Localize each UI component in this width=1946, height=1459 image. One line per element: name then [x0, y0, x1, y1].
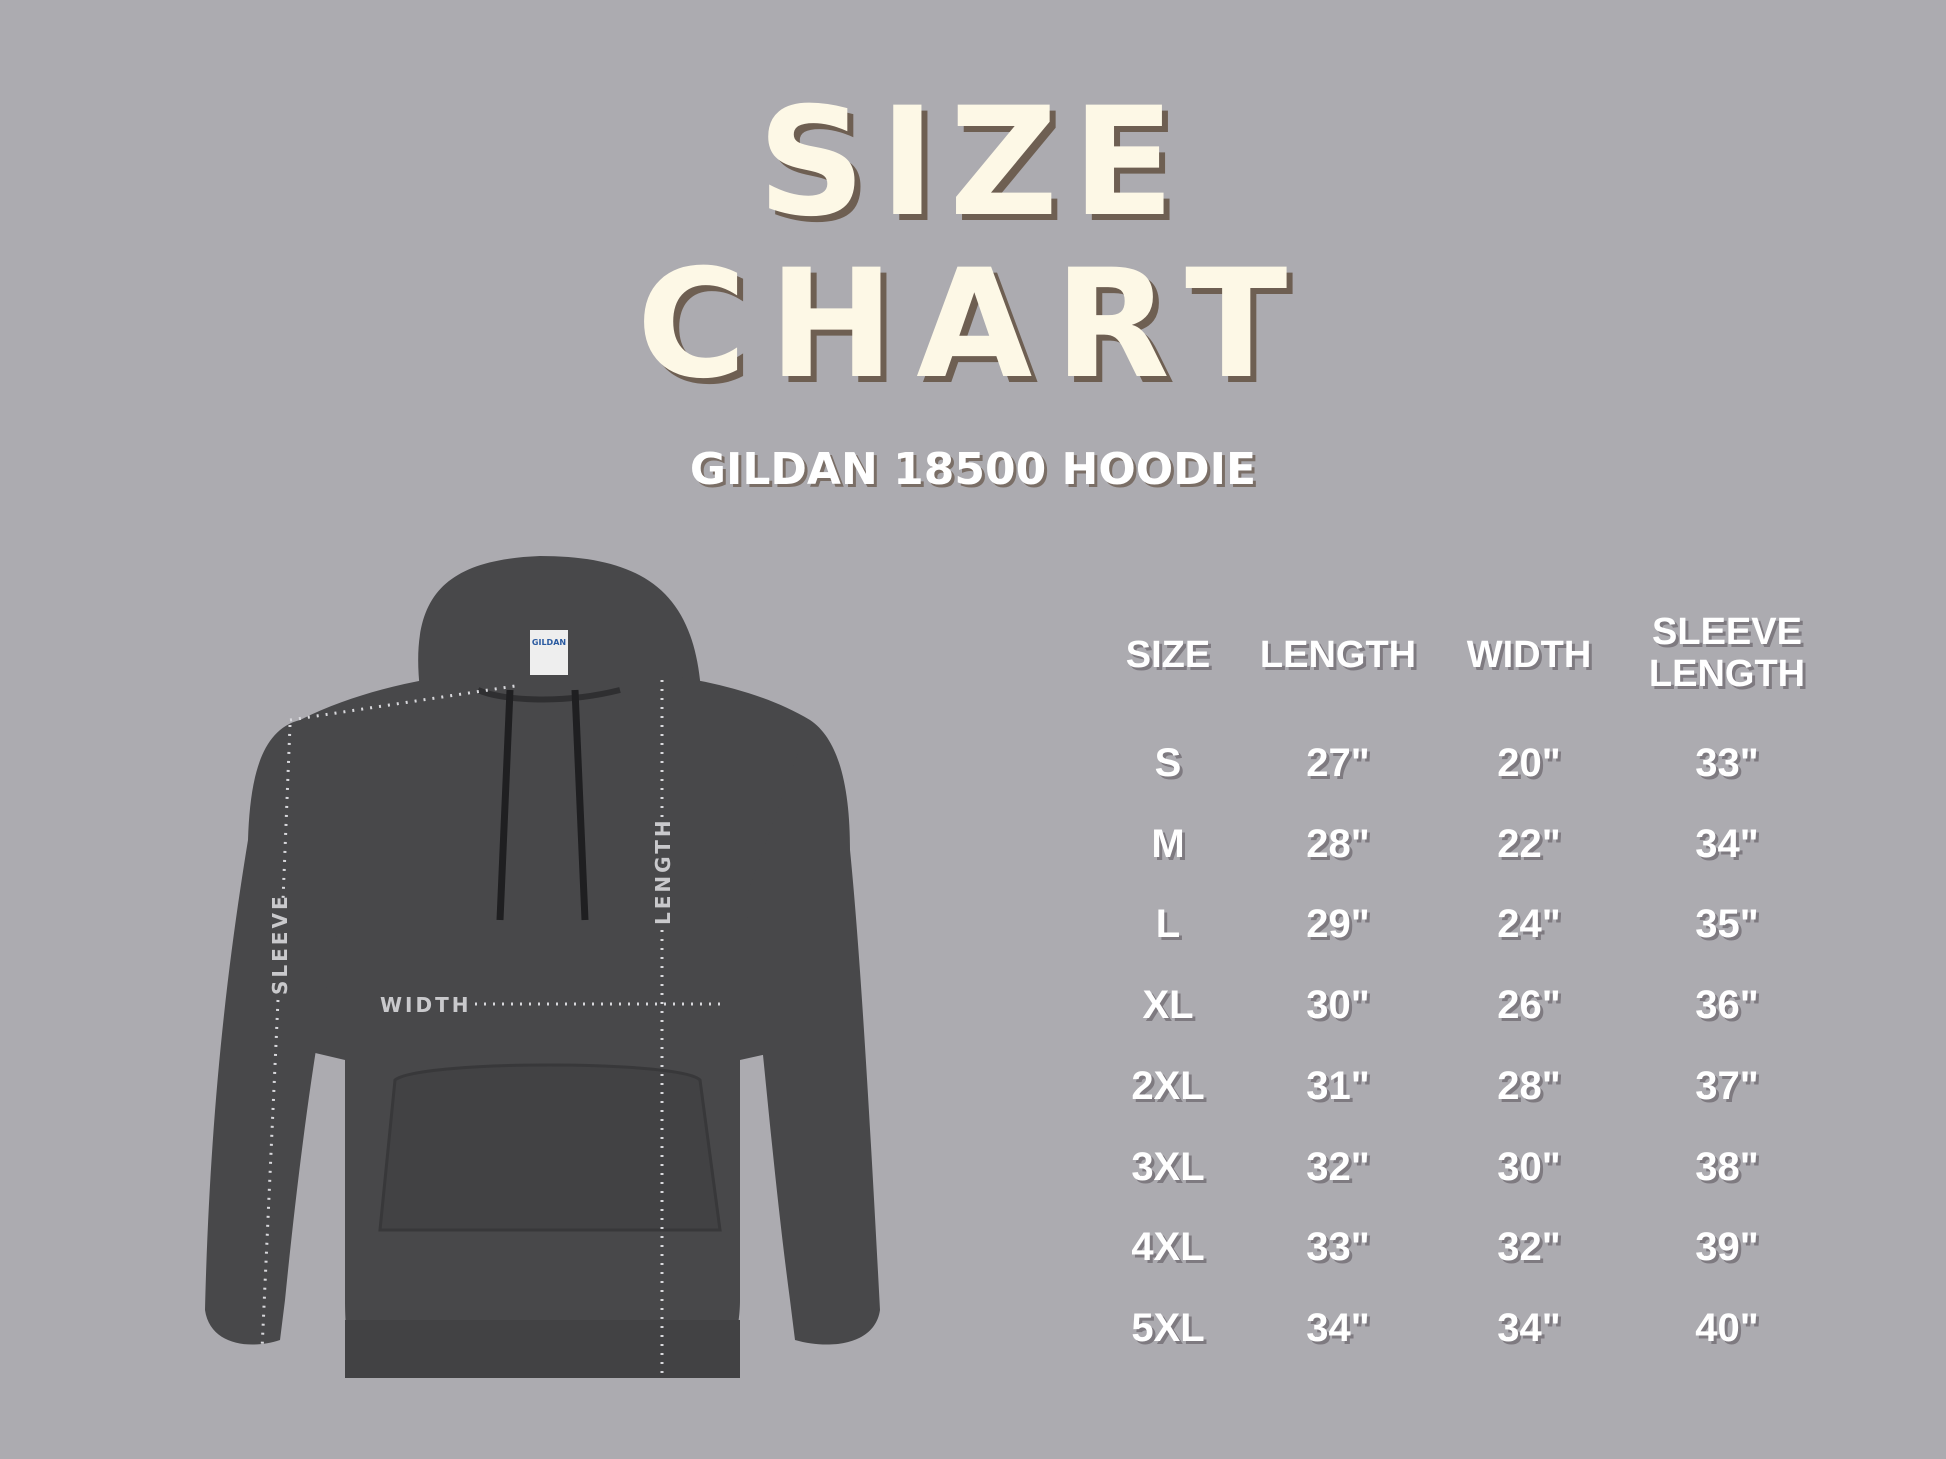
- hoodie-body: [205, 556, 880, 1378]
- measurement-cell: 30": [1306, 983, 1370, 1028]
- measurement-cell: 33": [1306, 1225, 1370, 1270]
- measurement-cell: 32": [1306, 1144, 1370, 1189]
- column-header: SIZE: [1125, 634, 1211, 676]
- measurement-cell: 30": [1497, 1144, 1561, 1189]
- column-header: LENGTH: [1648, 653, 1806, 695]
- gildan-tag: [530, 630, 568, 675]
- measurement-cell: 28": [1306, 821, 1370, 866]
- measurement-cell: 27": [1306, 741, 1370, 785]
- measurement-cell: 38": [1695, 1144, 1759, 1189]
- measurement-cell: 29": [1306, 902, 1370, 947]
- column-header: LENGTH: [1259, 634, 1417, 676]
- title-size: SIZE: [757, 76, 1189, 250]
- column-header: WIDTH: [1466, 634, 1592, 676]
- size-cell: M: [1151, 821, 1185, 866]
- measurement-cell: 28": [1497, 1063, 1561, 1108]
- sleeve-label: SLEEVE: [268, 893, 292, 995]
- measurement-cell: 34": [1695, 821, 1759, 866]
- measurement-cell: 36": [1695, 983, 1759, 1028]
- column-header: SLEEVE: [1652, 611, 1802, 653]
- length-label: LENGTH: [651, 817, 675, 925]
- measurement-cell: 26": [1497, 983, 1561, 1028]
- size-cell: L: [1155, 902, 1181, 947]
- tag-text: GILDAN: [532, 638, 566, 647]
- measurement-cell: 37": [1695, 1063, 1759, 1108]
- measurement-cell: 35": [1695, 902, 1759, 947]
- measurement-cell: 40": [1695, 1305, 1759, 1350]
- measurement-cell: 34": [1306, 1305, 1370, 1350]
- title-chart: CHART: [636, 238, 1310, 412]
- subtitle: GILDAN 18500 HOODIE: [689, 444, 1257, 495]
- measurement-cell: 22": [1497, 821, 1561, 866]
- size-cell: 4XL: [1131, 1225, 1205, 1270]
- measurement-cell: 20": [1497, 741, 1561, 785]
- measurement-cell: 31": [1306, 1063, 1370, 1108]
- size-cell: 2XL: [1131, 1063, 1205, 1108]
- size-cell: 5XL: [1131, 1305, 1205, 1350]
- measure-lines: [260, 680, 725, 1375]
- measurement-cell: 33": [1695, 741, 1759, 785]
- width-label: WIDTH: [380, 993, 471, 1017]
- measurement-cell: 32": [1497, 1225, 1561, 1270]
- measurement-cell: 24": [1497, 902, 1561, 947]
- measurement-cell: 34": [1497, 1305, 1561, 1350]
- size-cell: XL: [1142, 983, 1194, 1028]
- size-cell: 3XL: [1131, 1144, 1205, 1189]
- size-cell: S: [1154, 741, 1182, 785]
- measurement-cell: 39": [1695, 1225, 1759, 1270]
